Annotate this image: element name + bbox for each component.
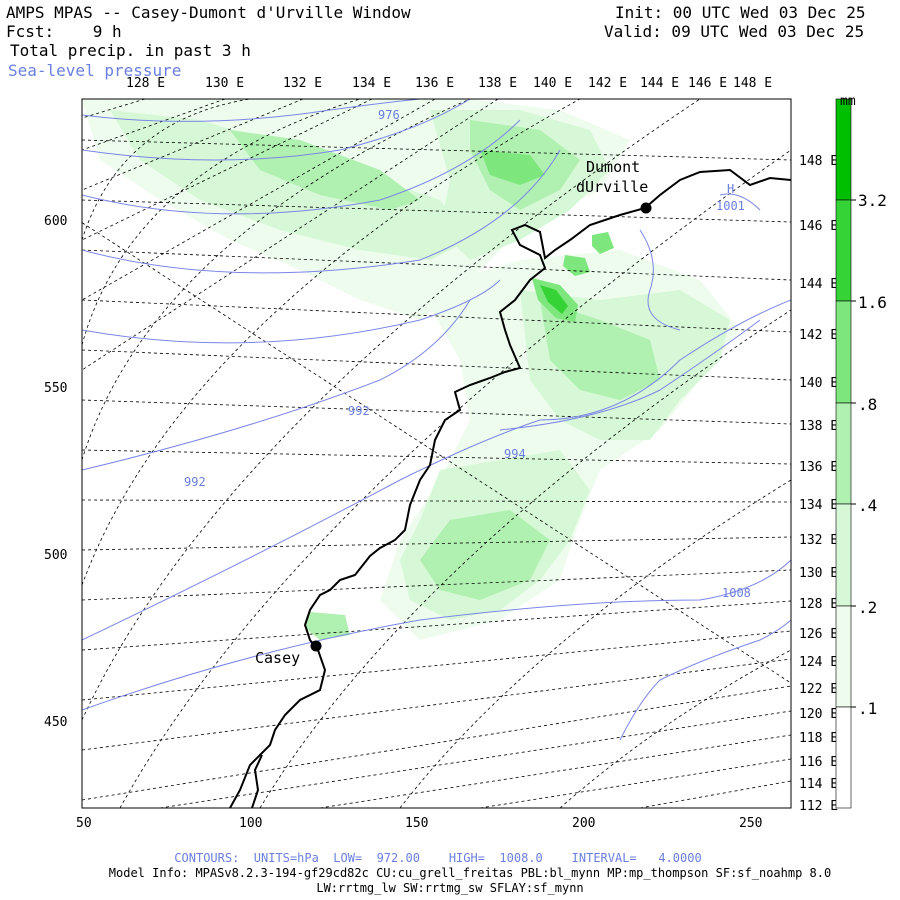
x-axis-label: 150 — [405, 816, 429, 831]
right-lon-label: 148 E — [799, 154, 839, 169]
station-marker-casey — [310, 640, 322, 652]
pressure-high-marker: H — [727, 182, 735, 196]
station-label-dumont-line2: dUrville — [576, 178, 649, 196]
precip-area-mid — [420, 510, 550, 600]
map-frame — [81, 98, 792, 809]
colorbar-label: .1 — [858, 699, 878, 718]
right-lon-label: 140 E — [799, 376, 839, 391]
colorbar-label: .8 — [858, 395, 878, 414]
right-lon-label: 112 E — [799, 799, 839, 814]
top-lon-label: 144 E — [640, 76, 680, 91]
right-lon-label: 132 E — [799, 533, 839, 548]
colorbar-label: .4 — [858, 496, 878, 515]
right-lon-label: 138 E — [799, 419, 839, 434]
coastline — [229, 168, 791, 808]
top-lon-label: 128 E — [126, 76, 166, 91]
model-info: Model Info: MPASv8.2.3-194-gf29cd82c CU:… — [108, 866, 832, 880]
right-lon-label: 134 E — [799, 498, 839, 513]
right-lon-label: 120 E — [799, 707, 839, 722]
precip-area-mid — [305, 612, 350, 640]
y-axis-label: 600 — [44, 214, 68, 229]
top-lon-label: 134 E — [352, 76, 392, 91]
top-lon-label: 140 E — [533, 76, 573, 91]
colorbar-unit: mm — [840, 94, 856, 109]
precip-area-mid — [540, 300, 660, 400]
meridians — [82, 99, 791, 808]
station-label-casey: Casey — [255, 649, 301, 667]
pressure-label: 1001 — [716, 199, 745, 213]
top-lon-label: 132 E — [283, 76, 323, 91]
right-lon-label: 126 E — [799, 627, 839, 642]
colorbar-label: 3.2 — [858, 191, 887, 210]
right-lon-label: 128 E — [799, 597, 839, 612]
top-lon-label: 142 E — [588, 76, 628, 91]
colorbar-label: .2 — [858, 598, 878, 617]
right-lon-label: 122 E — [799, 682, 839, 697]
precip-area-mid — [230, 130, 420, 210]
right-lon-label: 124 E — [799, 655, 839, 670]
pressure-label: 992 — [348, 404, 370, 418]
right-lon-label: 142 E — [799, 328, 839, 343]
pressure-label: 992 — [184, 475, 206, 489]
top-lon-label: 146 E — [688, 76, 728, 91]
right-lon-label: 136 E — [799, 460, 839, 475]
overlay-name: Sea-level pressure — [8, 61, 182, 80]
latitude-circles — [82, 99, 791, 808]
precip-area-high — [592, 232, 614, 254]
init-time: Init: 00 UTC Wed 03 Dec 25 — [615, 3, 866, 22]
map-title: AMPS MPAS -- Casey-Dumont d'Urville Wind… — [6, 3, 411, 22]
top-lon-label: 138 E — [478, 76, 518, 91]
precip-area-high — [480, 150, 545, 185]
precip-area-low — [110, 110, 470, 260]
right-lon-label: 116 E — [799, 755, 839, 770]
y-axis-label: 450 — [44, 715, 68, 730]
x-axis-label: 100 — [239, 816, 263, 831]
right-lon-label: 118 E — [799, 731, 839, 746]
physics-info: LW:rrtmg_lw SW:rrtmg_sw SFLAY:sf_mynn — [316, 881, 584, 895]
top-lon-label: 136 E — [415, 76, 455, 91]
forecast-hour: Fcst: 9 h — [6, 22, 122, 41]
colorbar-label: 1.6 — [858, 293, 887, 312]
y-axis-label: 500 — [44, 548, 68, 563]
pressure-contours — [82, 99, 791, 741]
y-axis-label: 550 — [44, 381, 68, 396]
x-axis-label: 250 — [739, 816, 763, 831]
valid-time: Valid: 09 UTC Wed 03 Dec 25 — [604, 22, 865, 41]
top-lon-label: 148 E — [733, 76, 773, 91]
x-axis-label: 50 — [76, 816, 92, 831]
top-lon-label: 130 E — [205, 76, 245, 91]
field-name: Total precip. in past 3 h — [10, 41, 251, 60]
colorbar — [835, 98, 856, 809]
precip-area-core — [540, 285, 568, 314]
right-lon-label: 146 E — [799, 219, 839, 234]
contour-info: CONTOURS: UNITS=hPa LOW= 972.00 HIGH= 10… — [174, 851, 702, 865]
right-lon-label: 144 E — [799, 277, 839, 292]
precip-shading — [82, 99, 740, 640]
pressure-label: 976 — [378, 108, 400, 122]
right-lon-label: 114 E — [799, 777, 839, 792]
station-label-dumont: Dumont — [586, 158, 641, 176]
pressure-label: 1008 — [722, 586, 751, 600]
x-axis-label: 200 — [572, 816, 596, 831]
station-marker-dumont — [640, 202, 652, 214]
pressure-label: 994 — [504, 447, 526, 461]
right-lon-label: 130 E — [799, 566, 839, 581]
